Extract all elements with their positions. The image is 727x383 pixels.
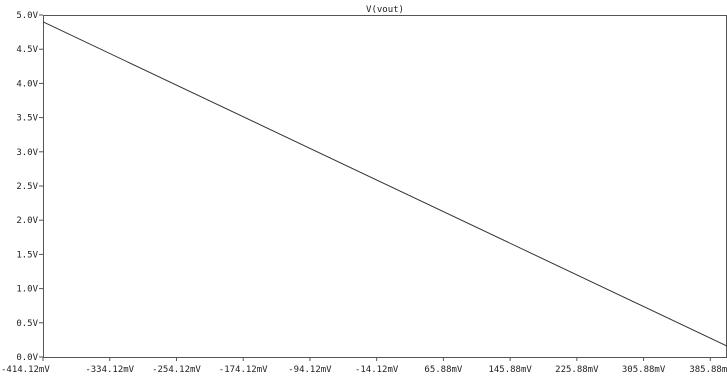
y-tick-label: 1.5V [16,250,38,260]
y-axis: 0.0V 0.5V 1.0V 1.5V 2.0V 2.5V 3.0V 3.5V 4.0V 4.5V… [16,11,43,363]
y-tick-label: 3.5V [16,114,38,124]
series-line-0 [42,21,727,347]
y-tick-label: 1.0V [16,285,38,295]
y-tick-label: 2.5V [16,182,38,192]
x-tick-label: 305.88mV [622,365,666,375]
x-tick-label: -14.12mV [355,365,399,375]
x-tick-label: -174.12mV [219,365,268,375]
y-tick-label: 5.0V [16,11,38,21]
plot-frame [43,15,727,358]
x-tick-label: -414.12mV [1,365,50,375]
y-tick-label: 4.0V [16,79,38,89]
y-tick-label: 3.0V [16,148,38,158]
x-tick-label: 225.88mV [555,365,599,375]
series-layer [42,21,727,347]
x-tick-label: -334.12mV [85,365,134,375]
x-tick-label: 145.88mV [488,365,532,375]
x-tick-label: -94.12mV [288,365,332,375]
y-tick-label: 2.0V [16,216,38,226]
y-tick-label: 0.0V [16,353,38,363]
y-tick-label: 4.5V [16,45,38,55]
chart-title: V(vout) [366,5,404,15]
x-axis: -414.12mV -334.12mV -254.12mV -174.12mV -94.… [1,357,727,375]
x-tick-label: 385.88mV [689,365,727,375]
y-tick-label: 0.5V [16,319,38,329]
x-tick-label: 65.88mV [424,365,463,375]
x-tick-label: -254.12mV [152,365,201,375]
